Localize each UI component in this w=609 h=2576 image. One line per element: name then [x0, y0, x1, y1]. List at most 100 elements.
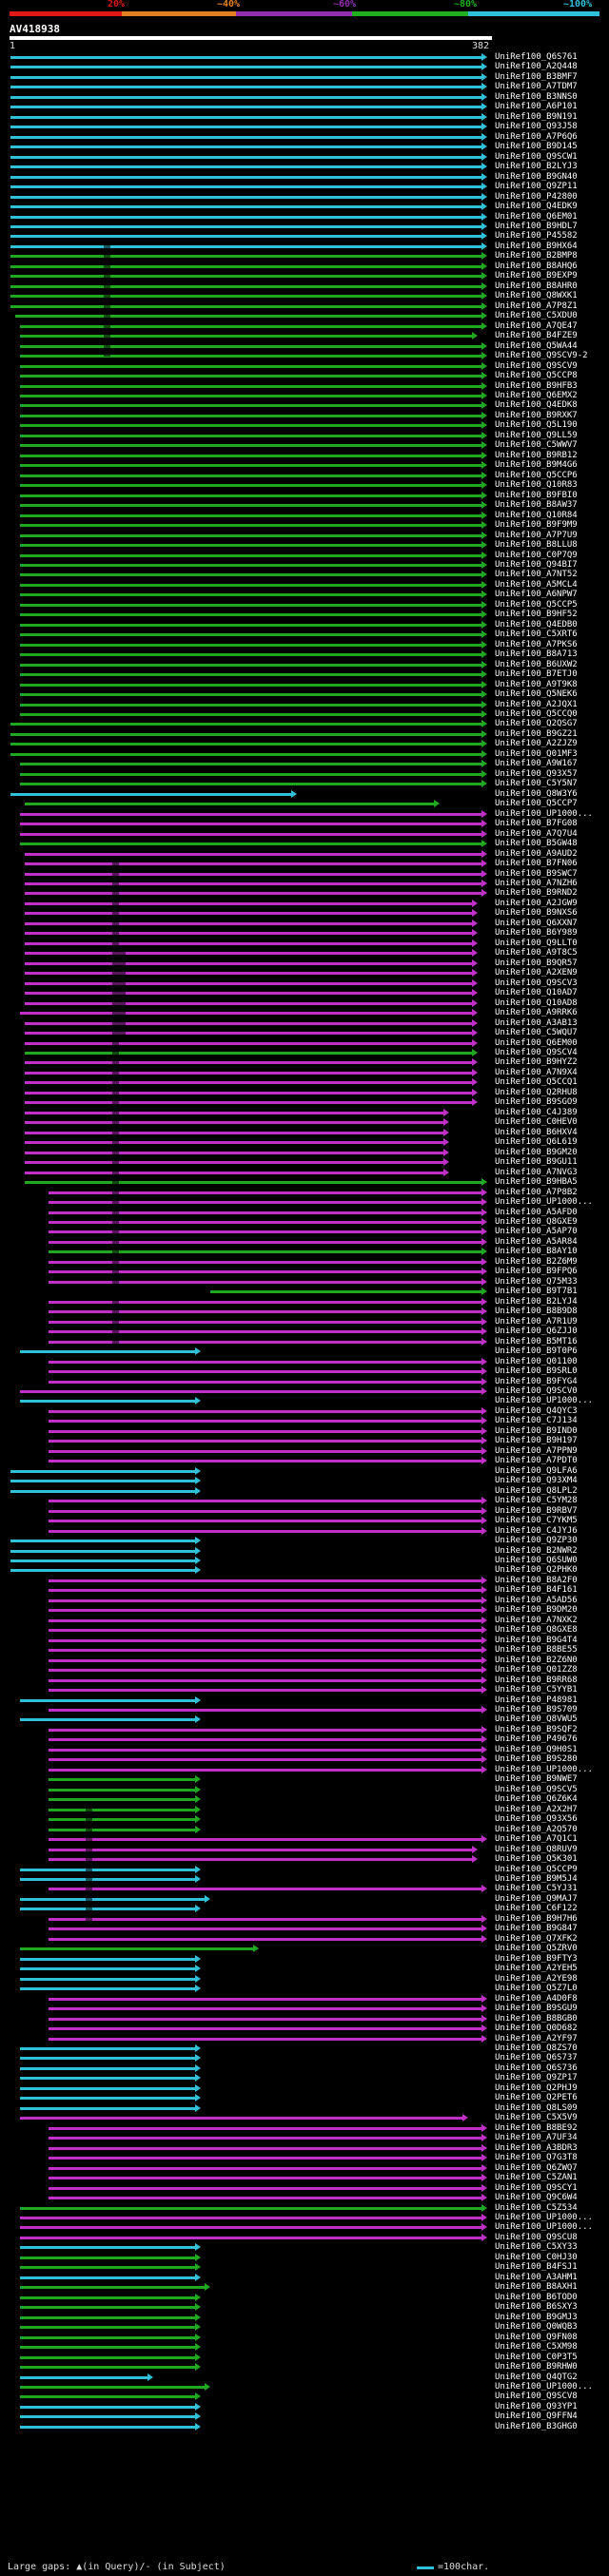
hit-row[interactable]: UniRef100_A7TDM7	[0, 82, 609, 92]
hit-label[interactable]: UniRef100_B9SGO9	[495, 1097, 578, 1107]
hit-row[interactable]: UniRef100_Q2RHU8	[0, 1088, 609, 1098]
hit-row[interactable]: UniRef100_B9SWC7	[0, 869, 609, 880]
hit-row[interactable]: UniRef100_C0P3T5	[0, 2353, 609, 2363]
hit-label[interactable]: UniRef100_Q9ZP17	[495, 2073, 578, 2082]
hit-label[interactable]: UniRef100_C5XM98	[495, 2342, 578, 2352]
hit-label[interactable]: UniRef100_Q2PHK0	[495, 1565, 578, 1575]
hit-label[interactable]: UniRef100_Q01100	[495, 1357, 578, 1366]
hit-label[interactable]: UniRef100_A9RRK6	[495, 1008, 578, 1017]
hit-label[interactable]: UniRef100_UP1000...	[495, 2382, 593, 2392]
hit-label[interactable]: UniRef100_Q6L619	[495, 1137, 578, 1147]
hit-label[interactable]: UniRef100_B6TOD0	[495, 2293, 578, 2302]
hit-row[interactable]: UniRef100_A7NZH6	[0, 879, 609, 889]
hit-label[interactable]: UniRef100_B3BMF7	[495, 72, 578, 82]
hit-label[interactable]: UniRef100_Q5CCP6	[495, 471, 578, 480]
hit-label[interactable]: UniRef100_UP1000...	[495, 1765, 593, 1774]
hit-row[interactable]: UniRef100_B2NWR2	[0, 1546, 609, 1557]
hit-row[interactable]: UniRef100_B9SRL0	[0, 1366, 609, 1377]
hit-label[interactable]: UniRef100_Q8ZS70	[495, 2043, 578, 2053]
hit-row[interactable]: UniRef100_P45582	[0, 231, 609, 242]
hit-row[interactable]: UniRef100_Q4QYC3	[0, 1406, 609, 1417]
hit-label[interactable]: UniRef100_A7P8B2	[495, 1188, 578, 1197]
hit-row[interactable]: UniRef100_Q9SCV5	[0, 1785, 609, 1795]
hit-row[interactable]: UniRef100_C5YJ31	[0, 1884, 609, 1894]
hit-label[interactable]: UniRef100_A2ZJZ9	[495, 739, 578, 748]
hit-label[interactable]: UniRef100_B9GU11	[495, 1157, 578, 1167]
hit-label[interactable]: UniRef100_B9RBV7	[495, 1506, 578, 1516]
hit-row[interactable]: UniRef100_A2Q448	[0, 62, 609, 72]
hit-row[interactable]: UniRef100_Q5Z7L0	[0, 1984, 609, 1994]
hit-row[interactable]: UniRef100_Q6SUW0	[0, 1556, 609, 1566]
hit-label[interactable]: UniRef100_B9GM20	[495, 1148, 578, 1157]
hit-label[interactable]: UniRef100_A7N9X4	[495, 1068, 578, 1077]
hit-row[interactable]: UniRef100_A6P101	[0, 102, 609, 112]
hit-label[interactable]: UniRef100_C6F122	[495, 1904, 578, 1913]
hit-row[interactable]: UniRef100_A2YE98	[0, 1974, 609, 1985]
hit-row[interactable]: UniRef100_B9NXS6	[0, 908, 609, 919]
hit-label[interactable]: UniRef100_Q9FFN4	[495, 2411, 578, 2421]
hit-row[interactable]: UniRef100_Q01ZZ8	[0, 1665, 609, 1675]
hit-label[interactable]: UniRef100_C0HEV0	[495, 1117, 578, 1127]
hit-label[interactable]: UniRef100_Q7G3T8	[495, 2153, 578, 2162]
hit-label[interactable]: UniRef100_Q93YP1	[495, 2402, 578, 2411]
hit-label[interactable]: UniRef100_B8AY10	[495, 1247, 578, 1256]
hit-label[interactable]: UniRef100_Q6EMX2	[495, 391, 578, 400]
hit-row[interactable]: UniRef100_A7N9X4	[0, 1068, 609, 1078]
hit-row[interactable]: UniRef100_B9FTY3	[0, 1954, 609, 1965]
hit-label[interactable]: UniRef100_B8AXH1	[495, 2282, 578, 2292]
hit-row[interactable]: UniRef100_Q5CCP5	[0, 600, 609, 610]
hit-row[interactable]: UniRef100_B9HFB3	[0, 381, 609, 392]
hit-label[interactable]: UniRef100_Q9SCV8	[495, 2392, 578, 2401]
hit-row[interactable]: UniRef100_B9S280	[0, 1754, 609, 1765]
hit-label[interactable]: UniRef100_B9FTY3	[495, 1954, 578, 1964]
hit-label[interactable]: UniRef100_Q5K301	[495, 1854, 578, 1864]
hit-row[interactable]: UniRef100_C5X5V9	[0, 2113, 609, 2123]
hit-label[interactable]: UniRef100_B6UXW2	[495, 660, 578, 669]
hit-label[interactable]: UniRef100_A2YEH5	[495, 1964, 578, 1973]
hit-row[interactable]: UniRef100_C6F122	[0, 1904, 609, 1914]
hit-label[interactable]: UniRef100_A2JQX1	[495, 700, 578, 709]
hit-label[interactable]: UniRef100_B2BMP8	[495, 251, 578, 261]
hit-label[interactable]: UniRef100_B9RB12	[495, 451, 578, 460]
hit-label[interactable]: UniRef100_B3NNS0	[495, 92, 578, 102]
hit-label[interactable]: UniRef100_UP1000...	[495, 1197, 593, 1207]
hit-row[interactable]: UniRef100_Q9C6W4	[0, 2193, 609, 2203]
hit-label[interactable]: UniRef100_B2Z6N0	[495, 1656, 578, 1665]
hit-label[interactable]: UniRef100_Q75M33	[495, 1277, 578, 1287]
hit-label[interactable]: UniRef100_B9HDL7	[495, 222, 578, 231]
hit-row[interactable]: UniRef100_A6NPW7	[0, 590, 609, 600]
hit-label[interactable]: UniRef100_A5AR84	[495, 1237, 578, 1247]
hit-row[interactable]: UniRef100_B9G4T4	[0, 1636, 609, 1646]
hit-row[interactable]: UniRef100_B9S709	[0, 1705, 609, 1715]
hit-label[interactable]: UniRef100_B8AHQ6	[495, 261, 578, 271]
hit-label[interactable]: UniRef100_Q9SCY1	[495, 2183, 578, 2193]
hit-label[interactable]: UniRef100_Q5CCQ1	[495, 1077, 578, 1087]
hit-row[interactable]: UniRef100_A2XEN9	[0, 968, 609, 978]
hit-row[interactable]: UniRef100_B8AHR0	[0, 281, 609, 292]
hit-label[interactable]: UniRef100_B6SXY3	[495, 2302, 578, 2312]
hit-label[interactable]: UniRef100_Q10R83	[495, 480, 578, 490]
hit-row[interactable]: UniRef100_B8B9D8	[0, 1307, 609, 1317]
hit-label[interactable]: UniRef100_B5MT16	[495, 1337, 578, 1346]
hit-row[interactable]: UniRef100_B9FYG4	[0, 1377, 609, 1387]
hit-label[interactable]: UniRef100_Q8RUV9	[495, 1845, 578, 1854]
hit-row[interactable]: UniRef100_B9G847	[0, 1924, 609, 1934]
hit-row[interactable]: UniRef100_Q4EDB0	[0, 620, 609, 630]
hit-row[interactable]: UniRef100_B9GZ21	[0, 729, 609, 740]
hit-label[interactable]: UniRef100_A7PDT0	[495, 1456, 578, 1465]
hit-label[interactable]: UniRef100_A5AD56	[495, 1596, 578, 1605]
hit-label[interactable]: UniRef100_B9SQF2	[495, 1725, 578, 1734]
hit-row[interactable]: UniRef100_C5Y5N7	[0, 779, 609, 789]
hit-row[interactable]: UniRef100_B9RHW0	[0, 2362, 609, 2373]
hit-label[interactable]: UniRef100_A5AFD0	[495, 1208, 578, 1217]
hit-label[interactable]: UniRef100_Q2PET6	[495, 2093, 578, 2102]
hit-label[interactable]: UniRef100_A3AB13	[495, 1018, 578, 1028]
hit-row[interactable]: UniRef100_A7PDT0	[0, 1456, 609, 1466]
hit-row[interactable]: UniRef100_A9RRK6	[0, 1008, 609, 1018]
hit-label[interactable]: UniRef100_Q9SCV0	[495, 1386, 578, 1396]
hit-label[interactable]: UniRef100_Q93X56	[495, 1814, 578, 1824]
hit-row[interactable]: UniRef100_Q5ZRV0	[0, 1944, 609, 1954]
hit-row[interactable]: UniRef100_Q9SCW1	[0, 152, 609, 163]
hit-row[interactable]: UniRef100_Q0D682	[0, 2024, 609, 2034]
hit-label[interactable]: UniRef100_B9F9M9	[495, 520, 578, 530]
